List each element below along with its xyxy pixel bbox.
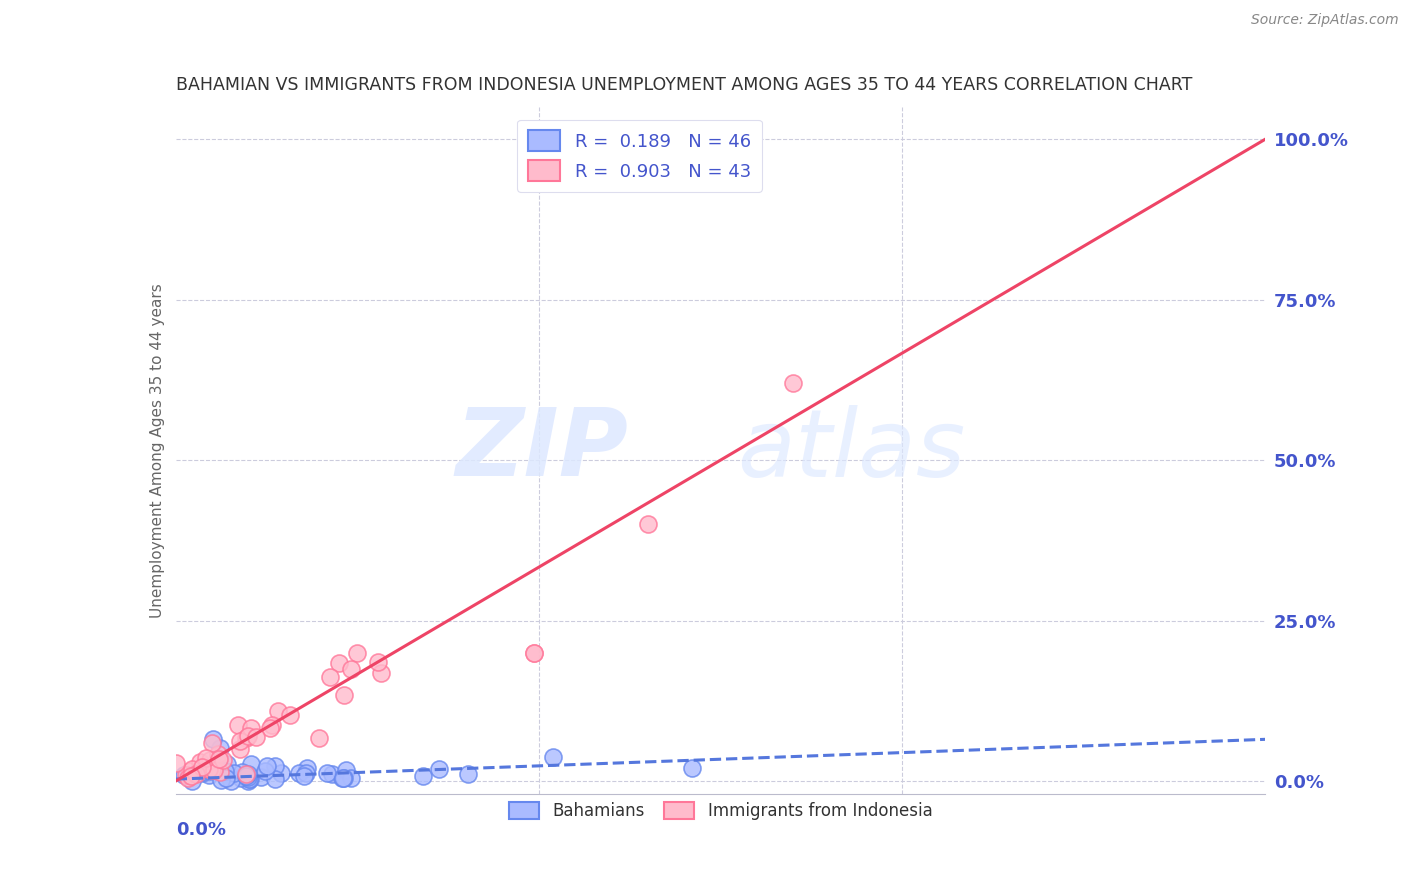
Point	[235, 767, 257, 781]
Y-axis label: Unemployment Among Ages 35 to 44 years: Unemployment Among Ages 35 to 44 years	[149, 283, 165, 618]
Point	[198, 768, 221, 782]
Point	[427, 762, 450, 776]
Point	[235, 731, 257, 746]
Text: 0.0%: 0.0%	[176, 822, 226, 839]
Point	[184, 766, 207, 780]
Point	[229, 771, 252, 785]
Point	[330, 771, 353, 785]
Point	[188, 755, 211, 769]
Point	[308, 731, 330, 745]
Point	[332, 772, 354, 786]
Point	[264, 758, 287, 772]
Point	[315, 766, 337, 780]
Point	[278, 708, 301, 723]
Point	[214, 764, 236, 779]
Point	[321, 767, 343, 781]
Point	[194, 751, 217, 765]
Point	[228, 718, 250, 732]
Point	[259, 721, 281, 735]
Point	[340, 662, 363, 676]
Point	[288, 766, 311, 780]
Point	[412, 769, 434, 783]
Point	[335, 764, 357, 778]
Point	[236, 774, 259, 789]
Point	[370, 665, 392, 680]
Point	[202, 732, 225, 747]
Point	[198, 753, 221, 767]
Point	[235, 769, 257, 783]
Point	[238, 767, 260, 781]
Point	[173, 768, 195, 782]
Point	[208, 740, 231, 755]
Point	[637, 517, 659, 532]
Point	[202, 763, 225, 777]
Point	[229, 741, 252, 756]
Point	[201, 737, 224, 751]
Point	[212, 753, 235, 767]
Point	[253, 764, 276, 778]
Point	[523, 646, 546, 660]
Point	[201, 763, 224, 777]
Point	[297, 762, 319, 776]
Point	[457, 767, 479, 781]
Point	[270, 765, 292, 780]
Point	[332, 689, 354, 703]
Point	[180, 769, 202, 783]
Point	[181, 762, 204, 776]
Point	[229, 734, 252, 748]
Text: Source: ZipAtlas.com: Source: ZipAtlas.com	[1251, 13, 1399, 28]
Legend: Bahamians, Immigrants from Indonesia: Bahamians, Immigrants from Indonesia	[502, 796, 939, 827]
Point	[240, 757, 263, 772]
Point	[190, 760, 212, 774]
Point	[198, 764, 221, 778]
Point	[782, 376, 804, 390]
Point	[292, 769, 315, 783]
Point	[256, 759, 278, 773]
Point	[264, 772, 287, 787]
Point	[209, 765, 232, 780]
Point	[179, 764, 201, 779]
Point	[177, 771, 200, 785]
Point	[198, 762, 221, 776]
Point	[260, 718, 283, 732]
Point	[240, 721, 263, 735]
Point	[231, 764, 253, 779]
Text: ZIP: ZIP	[456, 404, 628, 497]
Point	[215, 756, 238, 771]
Text: atlas: atlas	[737, 405, 966, 496]
Point	[541, 750, 564, 764]
Point	[165, 756, 187, 771]
Point	[328, 657, 350, 671]
Point	[367, 655, 389, 669]
Point	[340, 771, 363, 785]
Point	[238, 729, 260, 743]
Point	[238, 770, 260, 784]
Point	[319, 670, 342, 684]
Point	[224, 765, 246, 780]
Point	[208, 752, 231, 766]
Point	[209, 773, 232, 788]
Point	[214, 771, 236, 785]
Point	[523, 646, 546, 660]
Point	[239, 772, 262, 786]
Point	[177, 767, 200, 781]
Point	[207, 747, 229, 761]
Point	[681, 761, 703, 775]
Point	[180, 773, 202, 788]
Point	[333, 771, 356, 785]
Point	[174, 768, 197, 782]
Point	[346, 646, 368, 660]
Point	[250, 770, 273, 784]
Point	[219, 774, 242, 789]
Point	[190, 765, 212, 780]
Point	[267, 704, 290, 718]
Point	[295, 765, 318, 780]
Point	[245, 730, 267, 744]
Point	[191, 766, 214, 780]
Text: BAHAMIAN VS IMMIGRANTS FROM INDONESIA UNEMPLOYMENT AMONG AGES 35 TO 44 YEARS COR: BAHAMIAN VS IMMIGRANTS FROM INDONESIA UN…	[176, 77, 1192, 95]
Point	[238, 772, 260, 786]
